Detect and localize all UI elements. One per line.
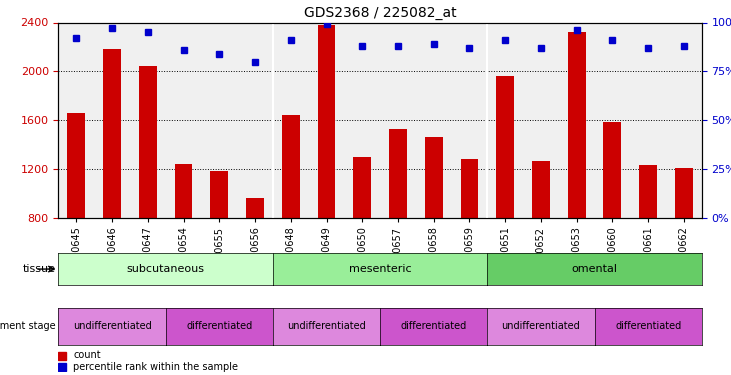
Text: undifferentiated: undifferentiated: [72, 321, 151, 331]
Text: mesenteric: mesenteric: [349, 264, 412, 274]
Bar: [246, 198, 264, 217]
Text: omental: omental: [572, 264, 618, 274]
Bar: [639, 165, 657, 218]
Text: tissue: tissue: [23, 264, 56, 274]
Bar: [604, 122, 621, 218]
Text: differentiated: differentiated: [401, 321, 467, 331]
Bar: [67, 112, 86, 218]
Text: subcutaneous: subcutaneous: [126, 264, 205, 274]
Bar: [317, 25, 336, 218]
Bar: [353, 157, 371, 218]
Bar: [425, 137, 443, 218]
Text: percentile rank within the sample: percentile rank within the sample: [73, 362, 238, 372]
Text: development stage: development stage: [0, 321, 56, 331]
Text: differentiated: differentiated: [186, 321, 252, 331]
Bar: [139, 66, 156, 218]
Bar: [103, 50, 121, 217]
Text: count: count: [73, 351, 101, 360]
Bar: [211, 171, 228, 217]
Text: undifferentiated: undifferentiated: [501, 321, 580, 331]
Bar: [461, 159, 478, 218]
Bar: [568, 32, 586, 218]
Bar: [675, 168, 693, 217]
Bar: [389, 129, 407, 217]
Text: undifferentiated: undifferentiated: [287, 321, 366, 331]
Bar: [496, 76, 514, 217]
Text: differentiated: differentiated: [615, 321, 681, 331]
Bar: [175, 164, 192, 218]
Bar: [282, 115, 300, 218]
Bar: [532, 161, 550, 218]
Title: GDS2368 / 225082_at: GDS2368 / 225082_at: [304, 6, 456, 20]
